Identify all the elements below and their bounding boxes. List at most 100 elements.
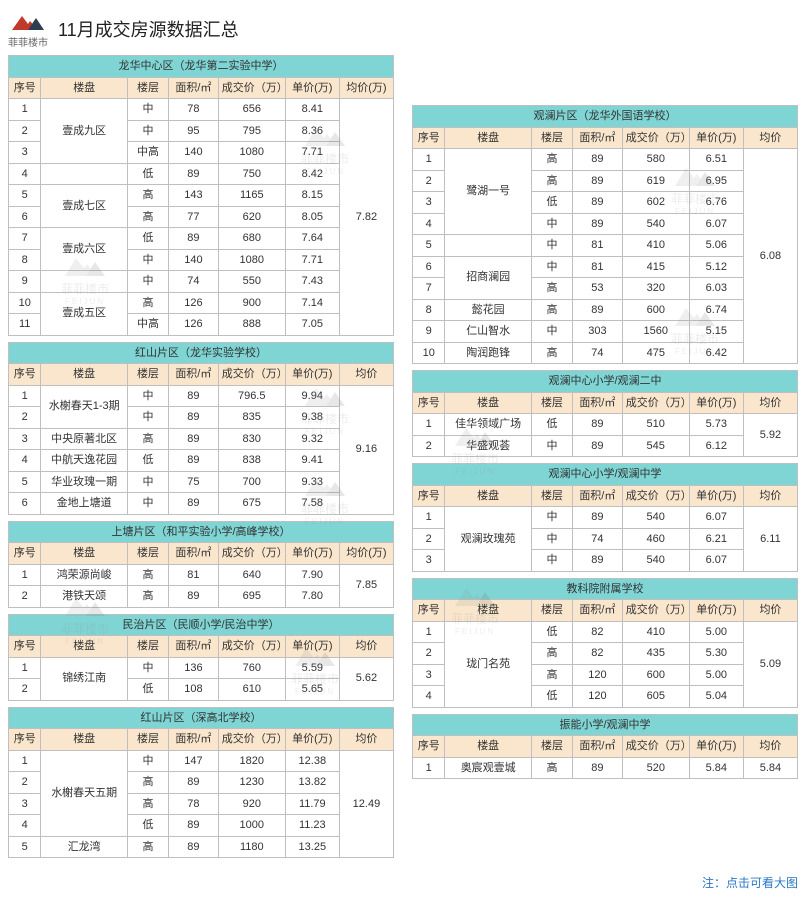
- col-header: 楼盘: [41, 729, 128, 751]
- col-header: 面积/㎡: [573, 736, 623, 758]
- cell-price: 888: [218, 314, 285, 336]
- section-title: 红山片区（深高北学校）: [9, 707, 394, 729]
- col-header: 成交价（万）: [218, 364, 285, 386]
- cell-price: 602: [622, 192, 689, 214]
- cell-area: 108: [169, 679, 219, 701]
- cell-seq: 2: [9, 407, 41, 429]
- col-header: 单价(万): [285, 543, 339, 565]
- cell-name: 中央原著北区: [41, 428, 127, 450]
- cell-seq: 1: [413, 621, 445, 643]
- cell-floor: 高: [127, 564, 168, 586]
- cell-seq: 10: [413, 342, 445, 364]
- cell-seq: 11: [9, 314, 41, 336]
- cell-floor: 低: [127, 815, 168, 837]
- cell-area: 89: [168, 407, 218, 429]
- section-table: 教科院附属学校序号楼盘楼层面积/㎡成交价（万）单价(万)均价1珑门名苑低8241…: [412, 578, 798, 708]
- cell-price: 540: [622, 550, 689, 572]
- cell-seq: 2: [413, 528, 445, 550]
- table-row: 1佳华领域广场低895105.735.92: [413, 414, 798, 436]
- left-column: 龙华中心区（龙华第二实验中学）序号楼盘楼层面积/㎡成交价（万）单价(万)均价(万…: [8, 55, 394, 864]
- section-title: 民治片区（民顺小学/民治中学）: [9, 614, 394, 636]
- cell-name: 中航天逸花园: [41, 450, 127, 472]
- col-header: 均价: [339, 636, 393, 658]
- cell-seq: 7: [413, 278, 445, 300]
- cell-unit: 5.73: [689, 414, 743, 436]
- table-row: 5中814105.06: [413, 235, 798, 257]
- cell-floor: 低: [127, 163, 168, 185]
- cell-avg: 7.82: [339, 99, 393, 336]
- cell-area: 89: [168, 385, 218, 407]
- cell-floor: 中: [531, 528, 572, 550]
- table-row: 9中745507.43: [9, 271, 394, 293]
- cell-avg: 5.62: [339, 657, 393, 700]
- cell-price: 540: [622, 213, 689, 235]
- cell-area: 89: [169, 836, 219, 858]
- table-row: 1锦绣江南中1367605.595.62: [9, 657, 394, 679]
- table-row: 2华盛观荟中895456.12: [413, 435, 798, 457]
- col-header: 楼层: [127, 636, 168, 658]
- mountain-icon: [8, 8, 48, 34]
- cell-unit: 7.71: [285, 249, 339, 271]
- cell-price: 600: [622, 664, 689, 686]
- cell-seq: 1: [413, 507, 445, 529]
- section-table: 红山片区（深高北学校）序号楼盘楼层面积/㎡成交价（万）单价(万)均价1水榭春天五…: [8, 707, 394, 859]
- cell-price: 900: [218, 292, 285, 314]
- logo: 菲菲楼市: [8, 8, 48, 49]
- section-table: 民治片区（民顺小学/民治中学）序号楼盘楼层面积/㎡成交价（万）单价(万)均价1锦…: [8, 614, 394, 701]
- cell-name: 锦绣江南: [41, 657, 128, 700]
- cell-area: 77: [169, 206, 219, 228]
- cell-name: 壹成九区: [41, 99, 128, 164]
- header: 菲菲楼市 11月成交房源数据汇总: [8, 8, 798, 49]
- col-header: 均价: [743, 600, 797, 622]
- footer-note[interactable]: 注：点击可看大图: [8, 874, 798, 891]
- cell-name: 陶润跑锋: [445, 342, 532, 364]
- col-header: 楼盘: [445, 127, 532, 149]
- col-header: 楼盘: [445, 392, 531, 414]
- cell-area: 89: [573, 149, 623, 171]
- cell-price: 1180: [218, 836, 285, 858]
- cell-area: 95: [169, 120, 219, 142]
- cell-unit: 7.05: [285, 314, 339, 336]
- cell-price: 680: [218, 228, 285, 250]
- cell-seq: 1: [9, 657, 41, 679]
- cell-price: 830: [218, 428, 285, 450]
- col-header: 楼盘: [41, 543, 128, 565]
- cell-unit: 6.07: [689, 213, 743, 235]
- cell-unit: 5.59: [285, 657, 339, 679]
- col-header: 成交价（万）: [622, 600, 689, 622]
- cell-area: 126: [169, 314, 219, 336]
- cell-seq: 5: [9, 185, 41, 207]
- cell-price: 545: [622, 435, 689, 457]
- cell-seq: 2: [9, 586, 41, 608]
- cell-area: 89: [572, 507, 622, 529]
- cell-unit: 5.15: [689, 321, 743, 343]
- cell-floor: 中: [127, 493, 168, 515]
- cell-seq: 2: [9, 772, 41, 794]
- cell-seq: 5: [9, 836, 41, 858]
- col-header: 面积/㎡: [573, 127, 623, 149]
- col-header: 面积/㎡: [169, 77, 219, 99]
- cell-price: 415: [622, 256, 689, 278]
- cell-seq: 2: [9, 120, 41, 142]
- col-header: 楼层: [127, 77, 168, 99]
- cell-unit: 7.14: [285, 292, 339, 314]
- cell-price: 600: [622, 299, 689, 321]
- cell-floor: 高: [531, 643, 572, 665]
- cell-floor: 高: [531, 170, 572, 192]
- cell-unit: 5.65: [285, 679, 339, 701]
- cell-name: 水榭春天1-3期: [41, 385, 127, 428]
- cell-avg: 5.84: [743, 757, 797, 779]
- cell-area: 120: [573, 664, 623, 686]
- cell-area: 89: [168, 428, 218, 450]
- section-title: 上塘片区（和平实验小学/高峰学校）: [9, 521, 394, 543]
- col-header: 均价: [743, 485, 797, 507]
- cell-seq: 6: [9, 493, 41, 515]
- page-title: 11月成交房源数据汇总: [58, 16, 239, 42]
- table-row: 8懿花园高896006.74: [413, 299, 798, 321]
- cell-seq: 1: [9, 99, 41, 121]
- col-header: 面积/㎡: [572, 392, 622, 414]
- cell-seq: 5: [413, 235, 445, 257]
- cell-unit: 5.00: [689, 621, 743, 643]
- cell-price: 796.5: [218, 385, 285, 407]
- col-header: 均价(万): [339, 543, 393, 565]
